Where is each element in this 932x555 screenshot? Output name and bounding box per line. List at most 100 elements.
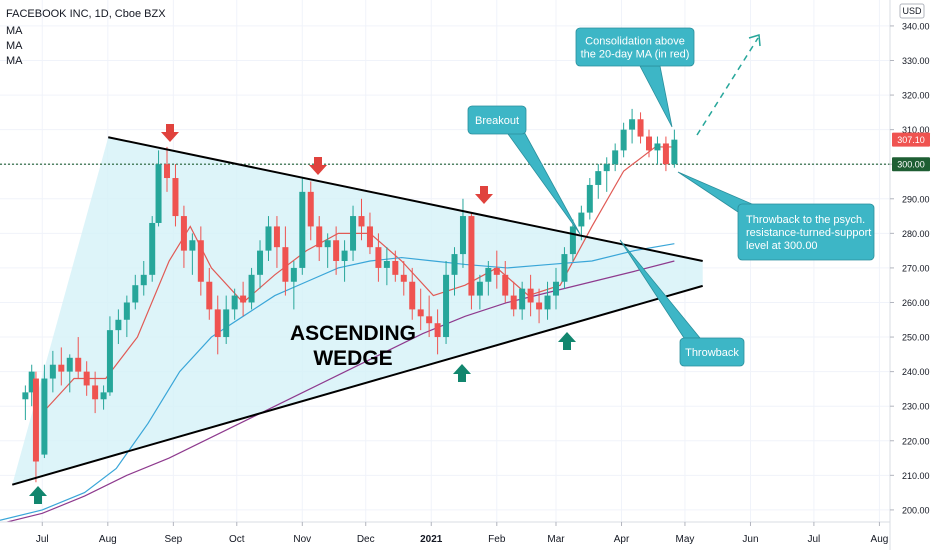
candle-body xyxy=(214,309,221,338)
x-tick-label: Nov xyxy=(293,534,311,545)
y-tick-label: 230.00 xyxy=(902,402,930,412)
y-tick-label: 210.00 xyxy=(902,471,930,481)
legend-entry: MA xyxy=(6,55,23,67)
callout-box xyxy=(679,337,745,367)
candle-body xyxy=(180,216,187,251)
candle-body xyxy=(502,274,509,296)
candle-body xyxy=(485,267,492,282)
candle-body xyxy=(519,288,526,310)
candle-body xyxy=(299,191,306,268)
candle-body xyxy=(350,216,357,251)
candle-body xyxy=(92,385,99,400)
callout-box xyxy=(737,203,875,261)
x-tick-label: May xyxy=(675,534,694,545)
candle-body xyxy=(586,184,593,213)
level-box xyxy=(892,157,930,172)
y-tick-label: 200.00 xyxy=(902,505,930,515)
callout-box xyxy=(575,27,695,67)
candle-body xyxy=(240,295,247,303)
x-tick-label: Jul xyxy=(36,534,49,545)
candle-body xyxy=(75,357,82,372)
x-tick-label: Jul xyxy=(807,534,820,545)
plot-area xyxy=(0,108,890,522)
candle-body xyxy=(612,150,619,165)
x-tick-label: Apr xyxy=(614,534,630,545)
candle-body xyxy=(149,222,156,275)
candle-body xyxy=(100,392,107,400)
x-tick-label: Aug xyxy=(871,534,889,545)
candle-body xyxy=(66,357,73,372)
candle-body xyxy=(316,226,323,248)
candle-body xyxy=(383,261,390,268)
x-tick-label: 2021 xyxy=(420,534,443,545)
candle-body xyxy=(569,226,576,255)
candle-body xyxy=(392,261,399,275)
candle-body xyxy=(248,274,255,303)
candle-body xyxy=(400,274,407,282)
down-arrow xyxy=(309,157,327,175)
projection-line xyxy=(696,37,759,136)
candle-body xyxy=(620,129,627,151)
y-tick-label: 280.00 xyxy=(902,229,930,239)
candle-body xyxy=(561,254,568,282)
candle-body xyxy=(426,316,433,324)
candle-body xyxy=(32,378,39,462)
callout-box xyxy=(467,105,527,135)
y-tick-label: 310.00 xyxy=(902,125,930,135)
callout-text: Throwback xyxy=(685,347,739,359)
candle-body xyxy=(341,250,348,261)
candle-body xyxy=(282,247,289,282)
candle-body xyxy=(536,302,543,310)
candle-body xyxy=(290,267,297,282)
projection-head xyxy=(748,34,761,47)
candle-body xyxy=(106,330,113,393)
level-label: 300.00 xyxy=(897,160,925,170)
candle-body xyxy=(58,364,65,372)
candle-body xyxy=(493,267,500,275)
y-tick-label: 260.00 xyxy=(902,298,930,308)
projection-arrow xyxy=(696,34,761,136)
x-tick-label: Dec xyxy=(357,534,375,545)
moving-average xyxy=(4,260,675,522)
candle-body xyxy=(172,178,179,217)
candle-body xyxy=(544,295,551,310)
candle-body xyxy=(434,323,441,338)
candle-body xyxy=(231,295,238,310)
candle-body xyxy=(307,191,314,227)
last-price-label: 307.10 xyxy=(897,135,925,145)
candle-body xyxy=(595,171,602,185)
y-tick-label: 220.00 xyxy=(902,436,930,446)
candle-body xyxy=(358,216,365,227)
last-price-box xyxy=(892,132,930,147)
candle-body xyxy=(637,119,644,137)
callout-text: level at 300.00 xyxy=(746,240,818,252)
y-tick-label: 330.00 xyxy=(902,56,930,66)
candle-body xyxy=(409,281,416,310)
candle-body xyxy=(123,302,130,320)
y-tick-label: 240.00 xyxy=(902,367,930,377)
trendline xyxy=(11,284,703,486)
x-tick-label: Oct xyxy=(229,534,245,545)
callout-text: resistance-turned-support xyxy=(746,227,871,239)
up-arrow xyxy=(29,486,47,504)
y-tick-label: 290.00 xyxy=(902,194,930,204)
candle-body xyxy=(197,240,204,282)
candle-body xyxy=(510,295,517,310)
down-arrow xyxy=(161,124,179,142)
candle-body xyxy=(223,309,230,338)
candle-body xyxy=(206,281,213,310)
x-tick-label: Jun xyxy=(742,534,758,545)
candle-body xyxy=(273,226,280,248)
y-tick-label: 320.00 xyxy=(902,91,930,101)
candle-body xyxy=(451,254,458,275)
candle-body xyxy=(476,281,483,296)
x-tick-label: Aug xyxy=(99,534,117,545)
trendline xyxy=(108,136,703,262)
candle-body xyxy=(646,136,653,151)
candle-body xyxy=(22,392,29,400)
candle-body xyxy=(115,319,122,331)
candle-body xyxy=(28,371,35,393)
candle-body xyxy=(417,309,424,317)
